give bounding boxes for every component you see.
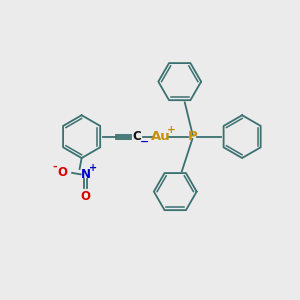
Text: Au: Au xyxy=(151,130,170,143)
Text: +: + xyxy=(89,164,98,173)
Text: −: − xyxy=(140,137,149,147)
Text: -: - xyxy=(52,162,57,172)
Text: O: O xyxy=(80,190,91,202)
Text: N: N xyxy=(80,168,91,181)
Text: P: P xyxy=(188,130,198,143)
Text: C: C xyxy=(132,130,141,143)
Text: +: + xyxy=(167,125,176,135)
Text: O: O xyxy=(57,167,67,179)
